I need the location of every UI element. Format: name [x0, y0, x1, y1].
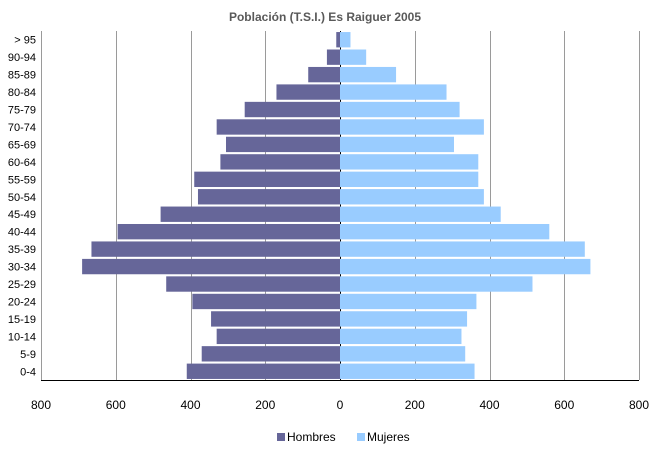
bar-mujeres-11 [340, 171, 479, 188]
category-label: 40-44 [8, 227, 36, 239]
category-label: 90-94 [8, 52, 36, 64]
bar-mujeres-15 [340, 101, 460, 118]
category-label: 70-74 [8, 122, 36, 134]
bar-mujeres-0 [340, 363, 475, 379]
legend-swatch-hombres [277, 433, 285, 441]
legend: Hombres Mujeres [277, 430, 410, 444]
bar-hombres-12 [220, 154, 340, 170]
category-label: 10-14 [8, 331, 36, 343]
bar-hombres-19 [336, 32, 340, 48]
bar-mujeres-6 [340, 258, 591, 275]
category-label: 30-34 [8, 262, 36, 274]
bar-mujeres-5 [340, 276, 533, 292]
bar-mujeres-3 [340, 311, 468, 327]
category-label: 50-54 [8, 192, 36, 204]
bar-mujeres-19 [340, 32, 351, 48]
bar-mujeres-1 [340, 346, 466, 362]
gridlines [41, 31, 640, 381]
x-tick-label: 800 [31, 398, 51, 412]
chart-title: Población (T.S.I.) Es Raiguer 2005 [229, 10, 421, 24]
category-label: 80-84 [8, 87, 36, 99]
category-label: 65-69 [8, 139, 36, 151]
legend-label-hombres: Hombres [287, 430, 336, 444]
category-label: 55-59 [8, 174, 36, 186]
bar-mujeres-18 [340, 49, 367, 65]
category-label: 45-49 [8, 209, 36, 221]
bars [82, 32, 591, 379]
bar-hombres-11 [194, 171, 340, 188]
bar-mujeres-10 [340, 189, 484, 205]
x-tick-label: 600 [554, 398, 574, 412]
bar-hombres-7 [91, 241, 340, 257]
bar-hombres-15 [244, 101, 340, 118]
legend-swatch-mujeres [357, 433, 365, 441]
bar-mujeres-4 [340, 293, 477, 310]
bar-mujeres-7 [340, 241, 585, 257]
bar-hombres-4 [192, 293, 340, 310]
x-tick-label: 600 [106, 398, 126, 412]
bar-hombres-1 [201, 346, 340, 362]
bar-mujeres-8 [340, 223, 550, 240]
bar-hombres-0 [186, 363, 340, 379]
bar-mujeres-12 [340, 154, 479, 170]
x-tick-label: 400 [180, 398, 200, 412]
bar-hombres-13 [226, 136, 340, 153]
category-label: 60-64 [8, 157, 36, 169]
x-axis-tick-labels: 800 600 400 200 0 200 400 600 800 [31, 398, 649, 412]
bar-mujeres-14 [340, 119, 484, 135]
bar-hombres-9 [160, 206, 340, 222]
category-labels: 0-4 5-9 10-14 15-19 20-24 25-29 30-34 35-39 40-4… [8, 35, 36, 379]
bar-hombres-17 [308, 66, 340, 83]
bar-hombres-16 [276, 84, 340, 100]
category-label: 5-9 [20, 349, 36, 361]
bar-hombres-6 [82, 258, 341, 275]
bar-hombres-5 [166, 276, 340, 292]
legend-label-mujeres: Mujeres [367, 430, 410, 444]
bar-mujeres-16 [340, 84, 447, 100]
x-tick-label: 200 [255, 398, 275, 412]
bar-hombres-10 [197, 189, 340, 205]
category-label: 75-79 [8, 105, 36, 117]
x-tick-label: 0 [337, 398, 344, 412]
x-tick-label: 200 [405, 398, 425, 412]
bar-hombres-18 [326, 49, 340, 65]
bar-mujeres-2 [340, 328, 462, 345]
category-label: 85-89 [8, 70, 36, 82]
category-label: 35-39 [8, 244, 36, 256]
bar-hombres-3 [211, 311, 340, 327]
category-label: > 95 [14, 35, 36, 47]
category-label: 15-19 [8, 314, 36, 326]
category-label: 20-24 [8, 296, 36, 308]
bar-hombres-8 [117, 223, 341, 240]
category-label: 25-29 [8, 279, 36, 291]
x-tick-label: 400 [479, 398, 499, 412]
category-label: 0-4 [20, 366, 36, 378]
bar-mujeres-13 [340, 136, 454, 153]
x-tick-label: 800 [629, 398, 649, 412]
bar-hombres-14 [216, 119, 340, 135]
bar-mujeres-17 [340, 66, 397, 83]
bar-hombres-2 [216, 328, 340, 345]
bar-mujeres-9 [340, 206, 501, 222]
